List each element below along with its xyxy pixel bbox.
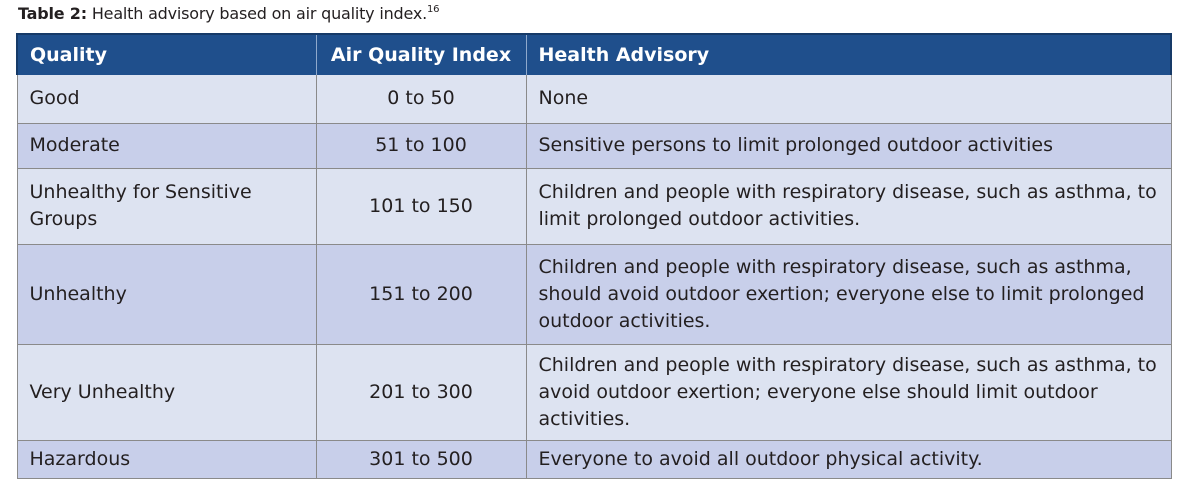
- cell-advisory: Sensitive persons to limit prolonged out…: [525, 123, 1172, 169]
- cell-advisory: Children and people with respiratory dis…: [525, 244, 1172, 345]
- caption-label: Table 2:: [18, 4, 87, 23]
- table-row: Unhealthy for Sensitive Groups 101 to 15…: [16, 168, 1172, 245]
- header-advisory: Health Advisory: [525, 33, 1172, 75]
- cell-quality: Very Unhealthy: [16, 344, 316, 441]
- table-row: Very Unhealthy 201 to 300 Children and p…: [16, 344, 1172, 441]
- cell-aqi: 151 to 200: [315, 244, 526, 345]
- table-header-row: Quality Air Quality Index Health Advisor…: [16, 33, 1172, 75]
- cell-quality: Unhealthy: [16, 244, 316, 345]
- table-row: Hazardous 301 to 500 Everyone to avoid a…: [16, 440, 1172, 479]
- air-quality-table: Quality Air Quality Index Health Advisor…: [16, 33, 1172, 479]
- table-caption: Table 2: Health advisory based on air qu…: [18, 4, 440, 24]
- cell-aqi: 301 to 500: [315, 440, 526, 479]
- cell-quality: Unhealthy for Sensitive Groups: [16, 168, 316, 245]
- cell-aqi: 51 to 100: [315, 123, 526, 169]
- cell-advisory: Everyone to avoid all outdoor physical a…: [525, 440, 1172, 479]
- cell-aqi: 101 to 150: [315, 168, 526, 245]
- header-quality: Quality: [16, 33, 316, 75]
- cell-aqi: 201 to 300: [315, 344, 526, 441]
- cell-advisory: None: [525, 75, 1172, 124]
- cell-quality: Hazardous: [16, 440, 316, 479]
- cell-aqi: 0 to 50: [315, 75, 526, 124]
- table-row: Unhealthy 151 to 200 Children and people…: [16, 244, 1172, 345]
- cell-advisory: Children and people with respiratory dis…: [525, 344, 1172, 441]
- cell-quality: Good: [16, 75, 316, 124]
- cell-advisory: Children and people with respiratory dis…: [525, 168, 1172, 245]
- table-row: Moderate 51 to 100 Sensitive persons to …: [16, 123, 1172, 169]
- caption-text: Health advisory based on air quality ind…: [86, 4, 427, 23]
- caption-footnote: 16: [427, 4, 440, 15]
- cell-quality: Moderate: [16, 123, 316, 169]
- table-row: Good 0 to 50 None: [16, 75, 1172, 124]
- header-aqi: Air Quality Index: [315, 33, 526, 75]
